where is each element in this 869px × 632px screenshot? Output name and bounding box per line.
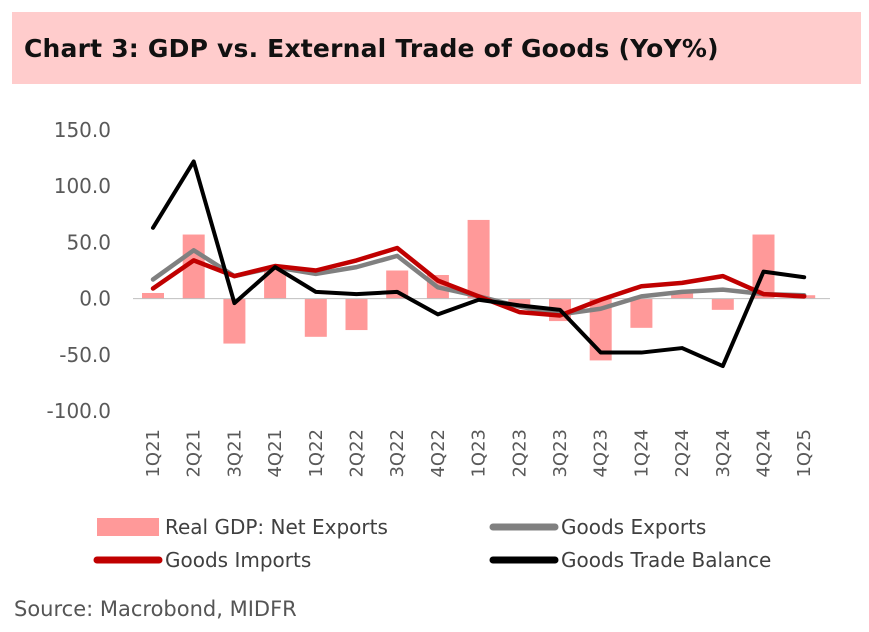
x-tick-label: 3Q24 — [713, 429, 734, 478]
legend-label: Goods Imports — [165, 548, 311, 572]
legend-item-goods-exports: Goods Exports — [489, 515, 706, 539]
x-tick-label: 1Q25 — [794, 429, 815, 478]
x-tick-label: 3Q23 — [550, 429, 571, 478]
y-tick-label: 150.0 — [54, 118, 111, 142]
x-tick-label: 4Q24 — [754, 429, 775, 478]
chart-title: Chart 3: GDP vs. External Trade of Goods… — [24, 34, 719, 63]
line-goods-imports — [150, 245, 807, 318]
bar-2Q23 — [508, 298, 531, 308]
x-tick-label: 4Q21 — [265, 429, 286, 478]
bar-2Q24 — [671, 292, 694, 299]
line-goods-trade-balance — [151, 159, 807, 369]
bar-3Q21 — [223, 298, 246, 344]
x-tick-label: 2Q24 — [672, 429, 693, 478]
bar-1Q22 — [304, 298, 327, 337]
y-tick-label: -100.0 — [47, 399, 111, 423]
y-tick-label: 50.0 — [66, 230, 111, 254]
legend-swatch — [97, 518, 159, 536]
bar-2Q21 — [182, 234, 205, 299]
bar-1Q23 — [467, 219, 490, 299]
legend-item-real-gdp-net-exports: Real GDP: Net Exports — [97, 515, 388, 539]
y-tick-label: -50.0 — [59, 343, 111, 367]
legend-item-goods-imports: Goods Imports — [93, 548, 311, 572]
legend: Real GDP: Net Exports Goods Exports Goods … — [93, 515, 771, 572]
legend-item-goods-trade-balance: Goods Trade Balance — [489, 548, 771, 572]
x-axis-ticks: 1Q21 2Q21 3Q21 4Q21 1Q22 2Q22 3Q22 4Q22 1Q23 2Q23… — [143, 429, 815, 478]
bar-2Q22 — [345, 298, 368, 331]
legend-label: Real GDP: Net Exports — [165, 515, 388, 539]
bar-3Q24 — [711, 298, 734, 310]
x-tick-label: 2Q21 — [184, 429, 205, 478]
y-tick-label: 100.0 — [54, 174, 111, 198]
bar-4Q21 — [264, 267, 287, 299]
x-tick-label: 3Q22 — [387, 429, 408, 478]
source-note: Source: Macrobond, MIDFR — [14, 597, 297, 621]
legend-label: Goods Exports — [561, 515, 706, 539]
legend-label: Goods Trade Balance — [561, 548, 771, 572]
x-tick-label: 3Q21 — [224, 429, 245, 478]
x-tick-label: 1Q24 — [631, 429, 652, 478]
x-tick-label: 4Q22 — [428, 429, 449, 478]
x-tick-label: 2Q22 — [347, 429, 368, 478]
bar-1Q24 — [630, 298, 653, 328]
y-axis-ticks: 150.0 100.0 50.0 0.0 -50.0 -100.0 — [47, 118, 111, 423]
x-tick-label: 1Q23 — [469, 429, 490, 478]
y-tick-label: 0.0 — [79, 287, 111, 311]
x-tick-label: 2Q23 — [509, 429, 530, 478]
x-tick-label: 1Q21 — [143, 429, 164, 478]
title-banner: Chart 3: GDP vs. External Trade of Goods… — [12, 12, 861, 84]
line-series-group — [150, 159, 807, 369]
x-tick-label: 1Q22 — [306, 429, 327, 478]
x-tick-label: 4Q23 — [591, 429, 612, 478]
bar-1Q21 — [142, 292, 164, 299]
